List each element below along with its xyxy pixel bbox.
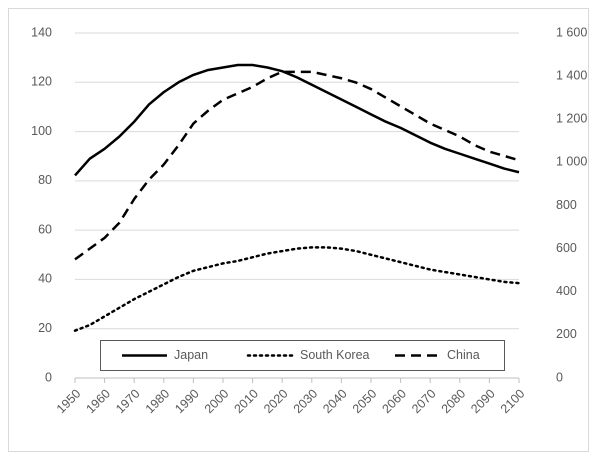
series-line bbox=[74, 63, 520, 177]
x-tick-label: 2000 bbox=[202, 387, 232, 417]
x-tick-label: 2040 bbox=[320, 387, 350, 417]
y-tick-label: 40 bbox=[38, 272, 52, 286]
y2-tick-label: 1 200 bbox=[556, 112, 587, 126]
y2-tick-label: 800 bbox=[556, 198, 577, 212]
x-tick-label: 2050 bbox=[350, 387, 380, 417]
series-line bbox=[73, 246, 521, 332]
x-tick-label: 2080 bbox=[439, 387, 469, 417]
x-tick-label: 1980 bbox=[143, 387, 173, 417]
y-tick-label: 140 bbox=[31, 25, 52, 39]
series-line bbox=[74, 70, 520, 261]
y2-tick-label: 600 bbox=[556, 241, 577, 255]
legend: Japan South Korea China bbox=[100, 340, 505, 371]
legend-label: Japan bbox=[174, 348, 208, 362]
y2-tick-label: 400 bbox=[556, 284, 577, 298]
y2-tick-label: 200 bbox=[556, 327, 577, 341]
x-tick-label: 1960 bbox=[83, 387, 113, 417]
y-tick-label: 60 bbox=[38, 222, 52, 236]
x-tick-label: 2090 bbox=[468, 387, 498, 417]
x-tick-label: 2060 bbox=[379, 387, 409, 417]
x-tick-label: 2100 bbox=[498, 387, 528, 417]
y-tick-label: 80 bbox=[38, 173, 52, 187]
y2-tick-label: 0 bbox=[556, 370, 563, 384]
y-tick-label: 0 bbox=[45, 370, 52, 384]
x-tick-label: 1970 bbox=[113, 387, 143, 417]
x-tick-label: 2020 bbox=[261, 387, 291, 417]
y-tick-label: 100 bbox=[31, 124, 52, 138]
legend-box bbox=[100, 340, 505, 371]
y-tick-label: 20 bbox=[38, 321, 52, 335]
x-tick-label: 1950 bbox=[54, 387, 84, 417]
legend-label: China bbox=[447, 348, 480, 362]
legend-label: South Korea bbox=[300, 348, 370, 362]
x-tick-label: 1990 bbox=[172, 387, 202, 417]
y2-tick-label: 1 600 bbox=[556, 25, 587, 39]
y-tick-label: 120 bbox=[31, 75, 52, 89]
x-tick-label: 2030 bbox=[291, 387, 321, 417]
y2-tick-label: 1 400 bbox=[556, 68, 587, 82]
x-tick-label: 2070 bbox=[409, 387, 439, 417]
y2-tick-label: 1 000 bbox=[556, 155, 587, 169]
x-tick-label: 2010 bbox=[231, 387, 261, 417]
